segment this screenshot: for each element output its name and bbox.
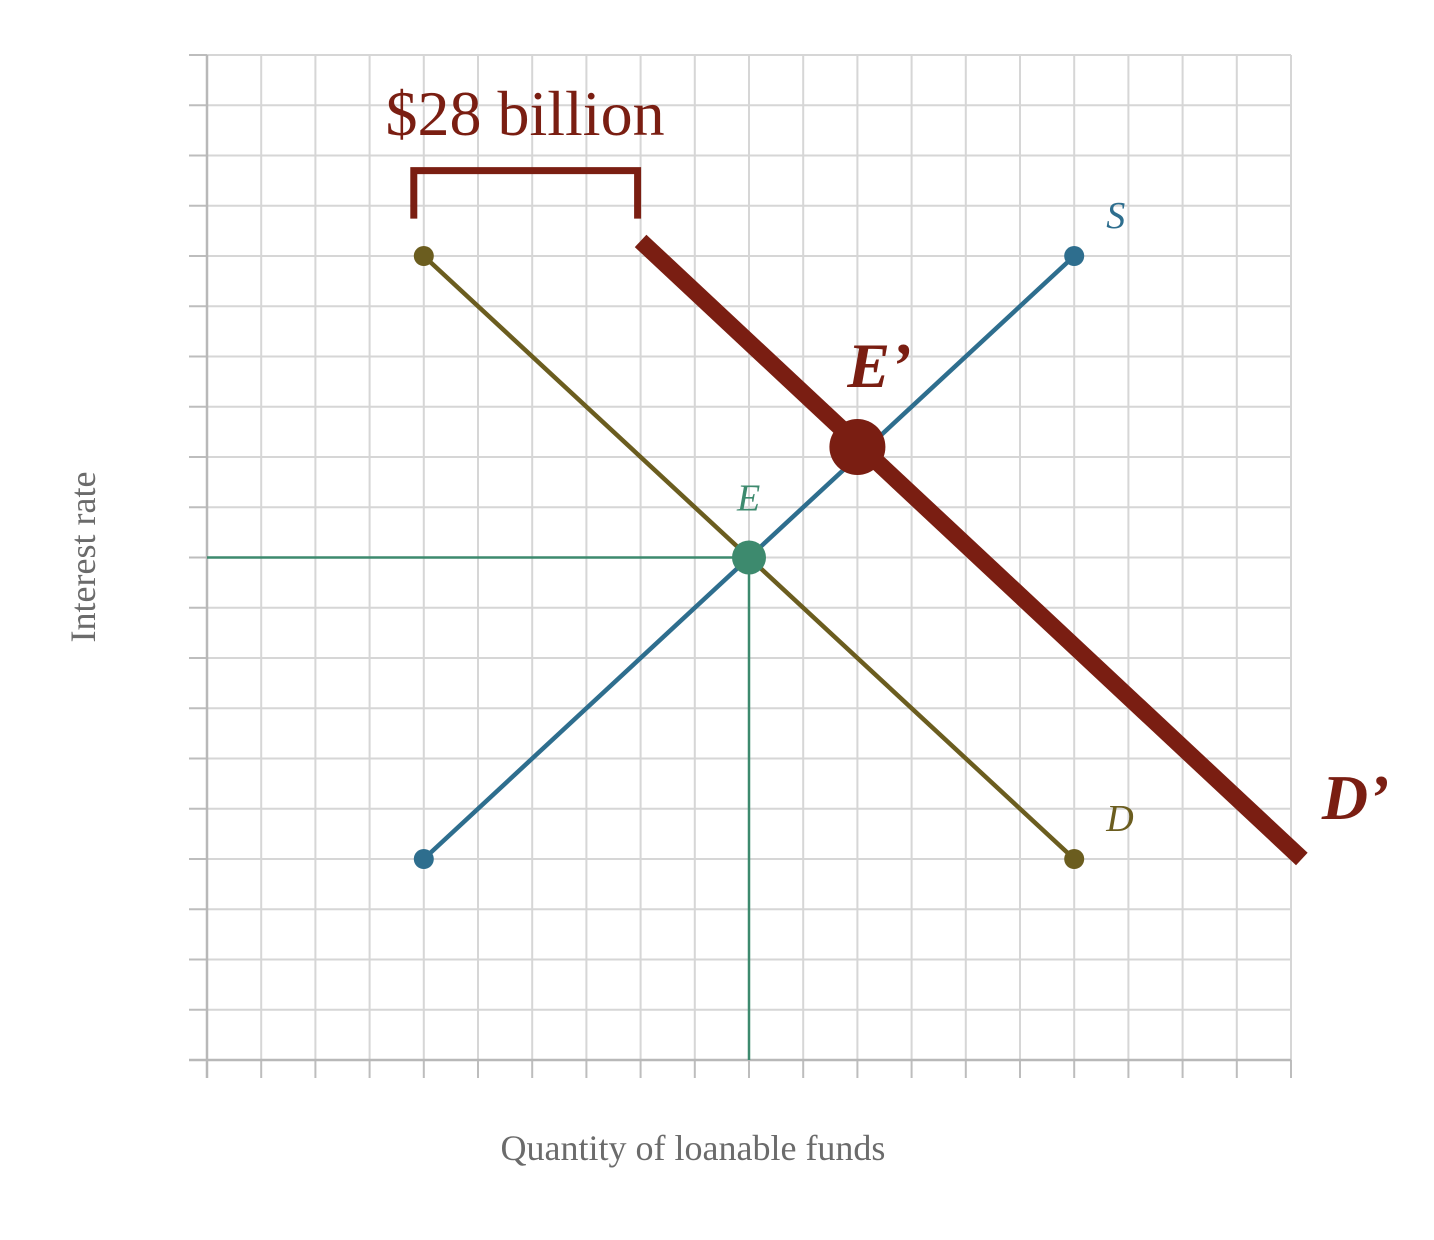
y-axis-label: Interest rate [63,472,103,643]
new-demand-curve [634,234,1308,866]
equilibrium-label-e-prime: E’ [846,330,911,401]
markers [413,246,1085,869]
supply-curve-label: S [1106,195,1125,237]
bracket [410,167,642,219]
supply-endpoint [1064,246,1085,266]
equilibrium-point-e [732,540,766,575]
axes [189,55,1291,1078]
supply-endpoint [413,849,434,869]
new-demand-curve-label: D’ [1321,762,1390,833]
equilibrium-guides [207,556,751,1060]
equilibrium-label-e: E [736,478,760,520]
x-axis-label: Quantity of loanable funds [501,1128,886,1168]
demand-endpoint [413,246,434,266]
bracket-label: $28 billion [385,78,664,149]
demand-endpoint [1064,849,1085,869]
equilibrium-point-e-prime [829,418,886,475]
demand-curve-label: D [1105,798,1133,840]
labels: S D D’ E E’ [410,167,1390,840]
